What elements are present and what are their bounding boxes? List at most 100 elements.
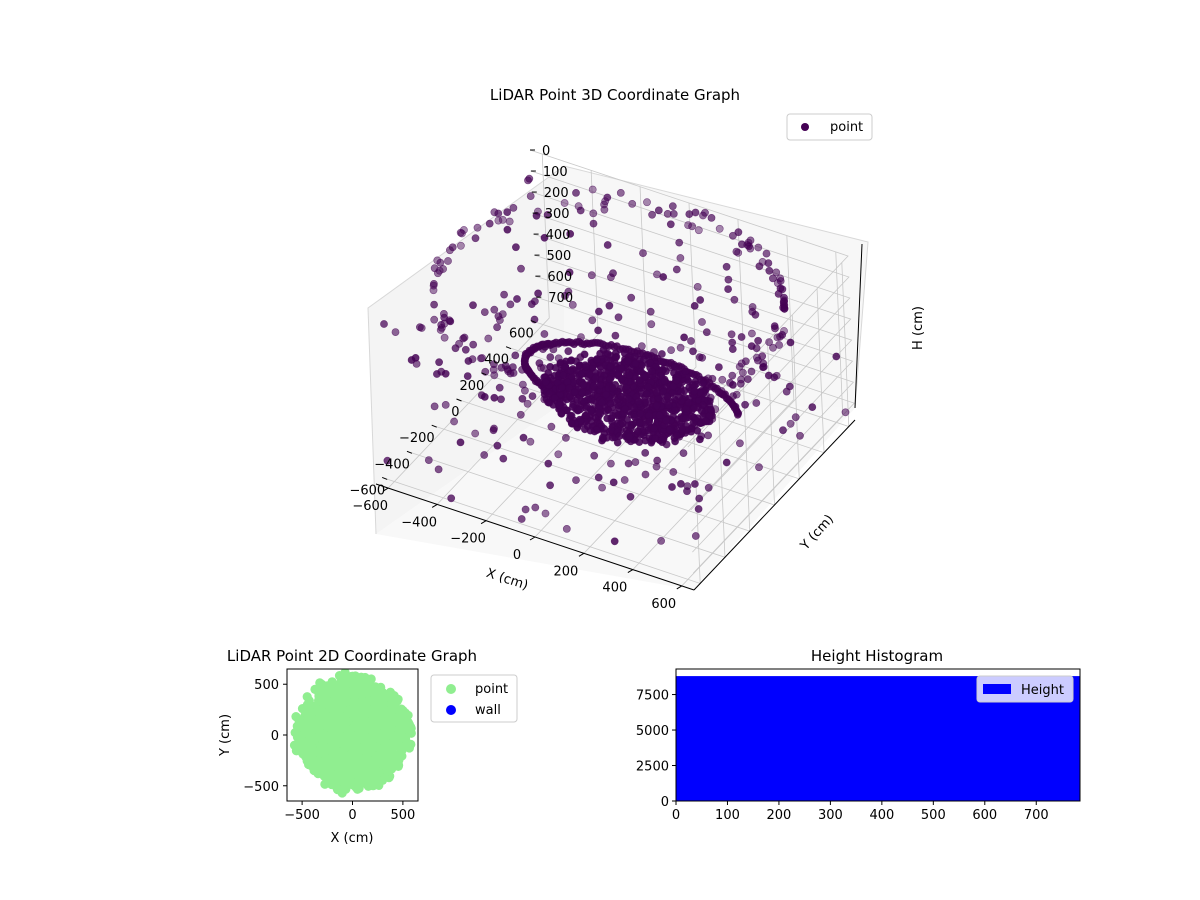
data-point-3d [447,494,456,503]
pane-floor [376,402,855,590]
y-ticks-2d: 500 0 −500 [243,678,287,795]
data-point-3d [614,313,623,322]
x-axis-label-2d: X (cm) [331,831,374,846]
data-point-3d [509,203,518,212]
data-point-3d [550,393,559,402]
x-axis-label-3d: X (cm) [484,566,530,594]
data-point-3d [677,387,685,396]
data-point-3d [741,400,749,409]
data-point-3d [480,451,489,459]
data-point-2d [398,706,408,716]
legend-histogram: Height [976,675,1074,703]
data-point-3d [546,481,554,490]
data-point-3d [724,285,732,293]
data-point-3d [560,199,569,207]
data-point-2d [381,729,391,740]
data-point-3d [634,427,642,436]
data-point-3d [695,494,704,503]
data-point-3d [671,406,680,415]
x-tick-label-3d: −400 [401,515,437,530]
data-point-2d [340,681,350,692]
data-point-3d [668,483,676,491]
data-point-3d [590,451,599,460]
data-point-3d [459,334,468,343]
data-point-3d [429,281,438,290]
data-point-2d [306,727,316,737]
data-point-3d [588,316,597,325]
data-point-3d [693,282,702,291]
data-point-3d [461,345,470,354]
data-point-3d [525,174,534,183]
data-point-3d [689,419,698,428]
legend-label-wall-2d: wall [475,703,501,718]
data-point-3d [631,458,640,466]
z-tick-label-3d: 0 [542,144,550,159]
data-point-3d [572,188,580,197]
data-point-3d [690,387,699,396]
data-point-3d [606,399,615,408]
data-point-3d [684,398,693,407]
data-point-2d [384,692,394,702]
data-point-3d [678,425,686,434]
points-3d [380,174,850,546]
data-point-3d [576,405,585,414]
data-point-3d [484,334,493,343]
x-tick-label-2d: −500 [284,808,320,823]
data-point-2d [387,759,398,769]
data-point-3d [545,389,554,398]
data-point-3d [391,328,400,336]
data-point-3d [551,363,560,372]
data-point-3d [707,213,716,222]
data-point-3d [606,375,614,384]
data-point-3d [651,434,660,443]
data-point-3d [512,243,520,252]
data-point-2d [379,743,389,753]
y-tick-label-3d: −400 [374,457,410,472]
data-point-3d [696,296,705,304]
data-point-3d [689,347,697,356]
data-point-2d [291,727,301,737]
axes-frame-histogram [675,668,1081,802]
data-point-3d [518,394,527,403]
data-point-3d [511,351,520,360]
data-point-3d [688,222,696,231]
data-point-3d [594,326,602,335]
data-point-2d [320,779,330,789]
data-point-3d [588,185,597,194]
data-point-3d [383,456,392,465]
legend-marker-point-2d [446,684,456,694]
data-point-3d [642,389,651,398]
data-point-3d [698,318,706,326]
data-point-3d [589,209,598,218]
data-point-3d [435,266,444,275]
data-point-3d [769,274,777,283]
data-point-3d [572,476,580,484]
data-point-3d [677,479,685,488]
data-point-3d [690,301,699,310]
data-point-3d [764,371,773,380]
data-point-3d [660,377,669,385]
data-point-3d [587,271,596,280]
data-point-3d [493,441,502,450]
data-point-3d [424,456,433,464]
data-point-2d [353,732,363,742]
data-point-3d [598,483,606,492]
data-point-3d [754,243,763,252]
data-point-3d [654,206,663,215]
chart-3d: LiDAR Point 3D Coordinate Graph −600 −400… [349,86,926,612]
data-point-3d [685,210,694,218]
data-point-2d [369,729,380,739]
data-point-2d [342,773,352,783]
data-point-3d [617,364,626,373]
data-point-3d [628,199,637,208]
data-point-3d [683,487,691,496]
x-tick-label-3d: 600 [651,597,676,612]
data-point-2d [297,704,308,714]
data-point-2d [366,685,376,695]
data-point-3d [695,353,704,362]
data-point-3d [380,320,388,328]
data-point-2d [362,717,373,728]
data-point-2d [319,748,329,759]
data-point-3d [463,372,472,380]
data-point-3d [737,359,746,368]
